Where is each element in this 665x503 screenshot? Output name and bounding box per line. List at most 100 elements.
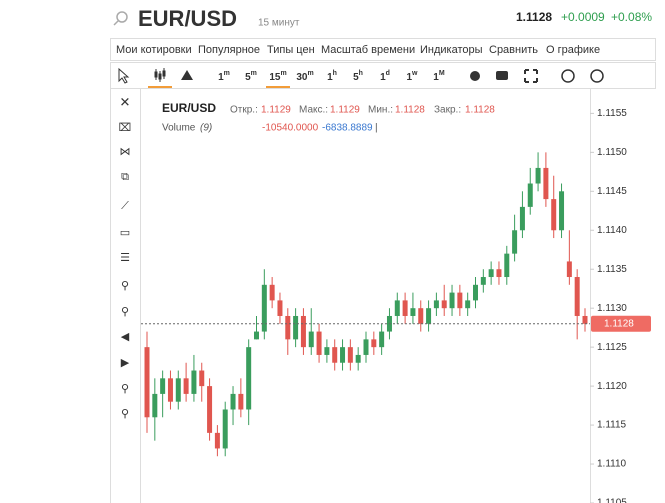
y-tick-label: 1.1155 xyxy=(597,108,627,119)
timeframe[interactable]: 15m xyxy=(269,70,286,83)
candle-body xyxy=(152,393,158,418)
legend-close-label: Закр.: xyxy=(434,105,461,116)
timeframe[interactable]: 1h xyxy=(327,70,337,83)
candle-body xyxy=(332,347,338,363)
y-tick-label: 1.1135 xyxy=(597,264,627,275)
candle-body xyxy=(308,331,314,348)
candle-body xyxy=(238,393,244,410)
tool[interactable]: ⚲ xyxy=(121,382,129,395)
candles-type[interactable] xyxy=(154,68,166,82)
upload-icon[interactable] xyxy=(590,69,604,83)
timeframe-unit: w xyxy=(411,70,418,77)
timeframe[interactable]: 1m xyxy=(218,70,230,83)
search-icon-handle xyxy=(113,20,119,26)
candle-body xyxy=(512,230,518,254)
candle-body xyxy=(355,354,361,363)
legend-symbol: EUR/USD xyxy=(162,101,216,115)
volume-label: Volume xyxy=(162,123,196,134)
candle-body xyxy=(519,206,525,231)
candle-body xyxy=(300,315,306,348)
candle-body xyxy=(543,167,549,200)
menu-item[interactable]: Сравнить xyxy=(489,44,538,56)
timeframe[interactable]: 1d xyxy=(380,70,390,83)
timeframe-unit: m xyxy=(307,70,313,77)
candle-body xyxy=(144,347,150,418)
menu-item[interactable]: О графике xyxy=(546,44,600,56)
volume-value: -6838.8889 xyxy=(322,123,373,134)
settings-icon[interactable] xyxy=(470,71,480,81)
candle-body xyxy=(191,370,197,394)
timeframe-number: 5 xyxy=(245,72,251,83)
tool[interactable]: ▶ xyxy=(121,356,130,369)
candle-body xyxy=(363,339,369,355)
tool[interactable]: ▭ xyxy=(120,226,130,239)
candle-body xyxy=(285,315,291,340)
candle-body xyxy=(379,331,385,348)
menu-item[interactable]: Мои котировки xyxy=(116,44,192,56)
pointer-tool[interactable] xyxy=(118,67,130,84)
tool[interactable]: ⚲ xyxy=(121,305,129,318)
search-icon[interactable] xyxy=(116,11,128,23)
candle-body xyxy=(340,347,346,363)
area-type[interactable] xyxy=(181,70,193,80)
timeframe-number: 30 xyxy=(296,72,308,83)
y-tick-label: 1.1145 xyxy=(597,186,627,197)
y-tick-label: 1.1120 xyxy=(597,381,627,392)
tool[interactable]: ⚲ xyxy=(121,279,129,292)
camera-icon[interactable] xyxy=(496,71,508,80)
candle-body xyxy=(457,292,463,309)
legend-low-label: Мин.: xyxy=(368,105,393,116)
y-tick-label: 1.1105 xyxy=(597,498,627,503)
tool[interactable]: ◀ xyxy=(121,330,130,343)
tool[interactable]: ⚲ xyxy=(121,407,129,420)
timeframe-number: 5 xyxy=(353,72,359,83)
candle-body xyxy=(402,300,408,316)
y-tick-label: 1.1115 xyxy=(597,420,627,431)
timeframe[interactable]: 5h xyxy=(353,70,363,83)
candle-body xyxy=(473,284,478,301)
candle-body xyxy=(410,308,416,316)
menu-item[interactable]: Популярное xyxy=(198,44,260,56)
tool[interactable]: ⌧ xyxy=(119,121,132,134)
candle-body xyxy=(254,331,259,340)
candle-body xyxy=(160,378,166,394)
timeframe[interactable]: 1w xyxy=(406,70,418,83)
legend-high: 1.1129 xyxy=(330,105,360,116)
menu-bar xyxy=(110,38,656,61)
volume-period: (9) xyxy=(200,123,212,134)
candle-body xyxy=(449,292,455,309)
timeframe[interactable]: 1M xyxy=(433,70,445,83)
timeframe-number: 1 xyxy=(218,72,224,83)
candle-body xyxy=(551,199,557,231)
candle-body xyxy=(207,386,213,433)
y-tick-label: 1.1110 xyxy=(597,459,627,470)
timeframe-unit: m xyxy=(280,70,286,77)
candle-body xyxy=(394,300,400,316)
timeframe[interactable]: 5m xyxy=(245,70,257,83)
last-price-box xyxy=(591,315,651,332)
last-price-label: 1.1128 xyxy=(604,318,634,329)
tool[interactable]: ⋈ xyxy=(120,145,131,158)
fullscreen-icon[interactable] xyxy=(524,69,538,83)
timeframe-unit: h xyxy=(359,70,363,77)
menu-item[interactable]: Типы цен xyxy=(267,44,315,56)
timeframe[interactable]: 30m xyxy=(296,70,313,83)
timeframe-number: 1 xyxy=(433,72,439,83)
timeframe-number: 15 xyxy=(269,72,281,83)
candle-body xyxy=(293,315,299,340)
candle-body xyxy=(175,378,181,402)
download-icon[interactable] xyxy=(561,69,575,83)
timeframe-unit: h xyxy=(333,70,337,77)
menu-item[interactable]: Масштаб времени xyxy=(321,44,415,56)
tool[interactable]: ✕ xyxy=(120,96,131,111)
candle-body xyxy=(347,347,353,363)
menu-item[interactable]: Индикаторы xyxy=(420,44,483,56)
tool[interactable]: ⟋ xyxy=(121,199,129,212)
tool[interactable]: ☰ xyxy=(120,251,130,264)
candle-body xyxy=(230,393,236,410)
symbol: EUR/USD xyxy=(138,6,237,31)
timeframe-number: 1 xyxy=(380,72,386,83)
candle-body xyxy=(465,300,471,309)
tool[interactable]: ⧉ xyxy=(121,170,129,183)
